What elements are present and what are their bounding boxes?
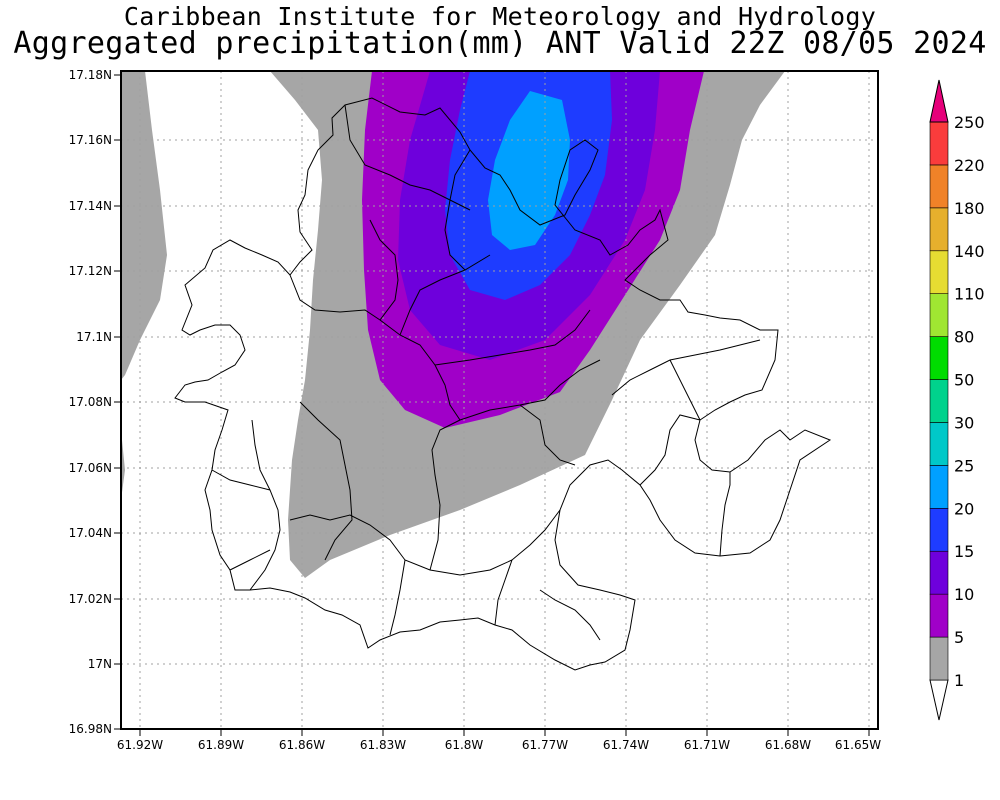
colorbar-label: 80	[954, 328, 974, 347]
colorbar-min-arrow	[929, 679, 949, 721]
lon-tick-label: 61.92W	[117, 738, 163, 752]
colorbar-label: 110	[954, 285, 985, 304]
lon-tick-label: 61.83W	[360, 738, 406, 752]
colorbar-swatch	[929, 121, 949, 166]
colorbar-label: 15	[954, 542, 974, 561]
colorbar-label: 50	[954, 371, 974, 390]
lat-lon-grid	[121, 71, 878, 729]
title-line-2: Aggregated precipitation(mm) ANT Valid 2…	[13, 26, 987, 61]
lat-tick-label: 17.14N	[69, 199, 112, 213]
lat-tick-label: 17.18N	[69, 68, 112, 82]
lon-axis: 61.92W 61.89W 61.86W 61.83W 61.8W 61.77W…	[117, 729, 881, 752]
colorbar-swatch	[929, 465, 949, 509]
lat-tick-label: 17.06N	[69, 461, 112, 475]
lat-tick-label: 17.12N	[69, 264, 112, 278]
colorbar-swatch	[929, 379, 949, 423]
lon-tick-label: 61.86W	[279, 738, 325, 752]
colorbar-swatch	[929, 336, 949, 380]
lon-tick-label: 61.74W	[603, 738, 649, 752]
colorbar-label: 1	[954, 671, 964, 690]
precip-band-1mm-west	[121, 71, 167, 380]
island-outline	[174, 97, 832, 671]
colorbar-swatch	[929, 293, 949, 337]
colorbar-label: 180	[954, 199, 985, 218]
colorbar-swatch	[929, 636, 949, 681]
lon-tick-label: 61.65W	[835, 738, 881, 752]
lat-axis: 17.18N 17.16N 17.14N 17.12N 17.1N 17.08N…	[69, 68, 121, 736]
lat-tick-label: 17N	[88, 657, 112, 671]
colorbar-swatch	[929, 593, 949, 638]
colorbar-label: 140	[954, 242, 985, 261]
colorbar-swatch	[929, 250, 949, 294]
lon-tick-label: 61.71W	[684, 738, 730, 752]
colorbar-swatch	[929, 508, 949, 552]
lon-tick-label: 61.77W	[522, 738, 568, 752]
parish-boundaries	[211, 104, 761, 641]
colorbar-swatch	[929, 207, 949, 252]
precipitation-fields	[121, 71, 785, 578]
lon-tick-label: 61.89W	[198, 738, 244, 752]
colorbar-label: 10	[954, 585, 974, 604]
lat-tick-label: 16.98N	[69, 722, 112, 736]
colorbar-swatch	[929, 164, 949, 209]
colorbar-label: 250	[954, 113, 985, 132]
colorbar-swatch	[929, 550, 949, 595]
title-line-1: Caribbean Institute for Meteorology and …	[123, 2, 877, 31]
colorbar-swatch	[929, 422, 949, 466]
lat-tick-label: 17.16N	[69, 133, 112, 147]
antigua-coastline	[174, 97, 832, 671]
colorbar-label: 5	[954, 628, 964, 647]
lat-tick-label: 17.08N	[69, 395, 112, 409]
lat-tick-label: 17.1N	[76, 330, 112, 344]
lon-tick-label: 61.68W	[765, 738, 811, 752]
lat-tick-label: 17.02N	[69, 592, 112, 606]
precip-band-20mm	[488, 91, 570, 250]
lat-tick-label: 17.04N	[69, 526, 112, 540]
colorbar-label: 20	[954, 499, 974, 518]
lon-tick-label: 61.8W	[445, 738, 484, 752]
colorbar-label: 25	[954, 456, 974, 475]
colorbar-label: 30	[954, 413, 974, 432]
plot-frame	[120, 70, 879, 730]
colorbar-max-arrow	[929, 79, 949, 123]
colorbar-label: 220	[954, 156, 985, 175]
